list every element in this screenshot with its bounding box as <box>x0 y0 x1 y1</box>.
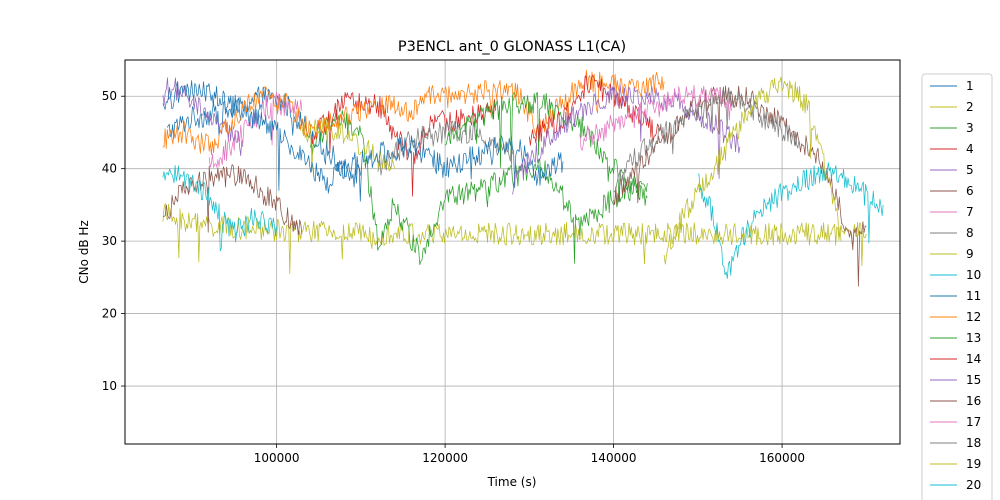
series-line-4 <box>309 92 497 197</box>
y-tick-label: 20 <box>102 307 117 321</box>
y-tick-label: 50 <box>102 89 117 103</box>
legend-label-11: 11 <box>966 289 981 303</box>
x-tick-label: 140000 <box>591 451 637 465</box>
x-tick-label: 160000 <box>759 451 805 465</box>
legend-label-7: 7 <box>966 205 974 219</box>
series-line-1 <box>166 86 362 188</box>
legend-label-10: 10 <box>966 268 981 282</box>
series-line-10 <box>162 165 277 252</box>
series-line-15 <box>512 84 741 195</box>
legend-label-15: 15 <box>966 373 981 387</box>
series-line-11 <box>162 80 564 202</box>
y-tick-label: 40 <box>102 162 117 176</box>
legend-label-3: 3 <box>966 121 974 135</box>
legend-label-20: 20 <box>966 478 981 492</box>
legend-label-8: 8 <box>966 226 974 240</box>
legend-label-5: 5 <box>966 163 974 177</box>
series-line-13 <box>444 92 648 206</box>
legend-label-2: 2 <box>966 100 974 114</box>
series-line-14 <box>528 74 665 146</box>
axis-ticks: 100000 120000 140000 160000 10 20 30 40 50 <box>102 89 805 465</box>
legend-label-14: 14 <box>966 352 981 366</box>
series-line-20 <box>697 162 884 279</box>
y-tick-label: 10 <box>102 379 117 393</box>
chart-title: P3ENCL ant_0 GLONASS L1(CA) <box>398 39 626 55</box>
legend-label-4: 4 <box>966 142 974 156</box>
series-line-6 <box>162 164 303 235</box>
legend-label-1: 1 <box>966 79 974 93</box>
y-axis-label: CNo dB Hz <box>77 220 91 284</box>
series-line-19 <box>663 76 842 265</box>
legend-label-18: 18 <box>966 436 981 450</box>
x-tick-label: 120000 <box>422 451 468 465</box>
legend-label-13: 13 <box>966 331 981 345</box>
series-line-17 <box>579 85 732 151</box>
series-lines <box>162 69 884 287</box>
y-tick-label: 30 <box>102 234 117 248</box>
series-line-18 <box>613 88 800 193</box>
legend-label-12: 12 <box>966 310 981 324</box>
x-axis-label: Time (s) <box>487 475 537 489</box>
legend-label-9: 9 <box>966 247 974 261</box>
legend-label-19: 19 <box>966 457 981 471</box>
x-tick-label: 100000 <box>254 451 300 465</box>
series-line-3 <box>309 109 648 266</box>
legend-frame <box>921 73 993 500</box>
legend-label-16: 16 <box>966 394 981 408</box>
series-line-12 <box>162 69 665 156</box>
series-line-8 <box>377 120 513 176</box>
legend-label-17: 17 <box>966 415 981 429</box>
legend-label-6: 6 <box>966 184 974 198</box>
series-line-5 <box>162 77 244 156</box>
plot-frame <box>124 59 901 445</box>
